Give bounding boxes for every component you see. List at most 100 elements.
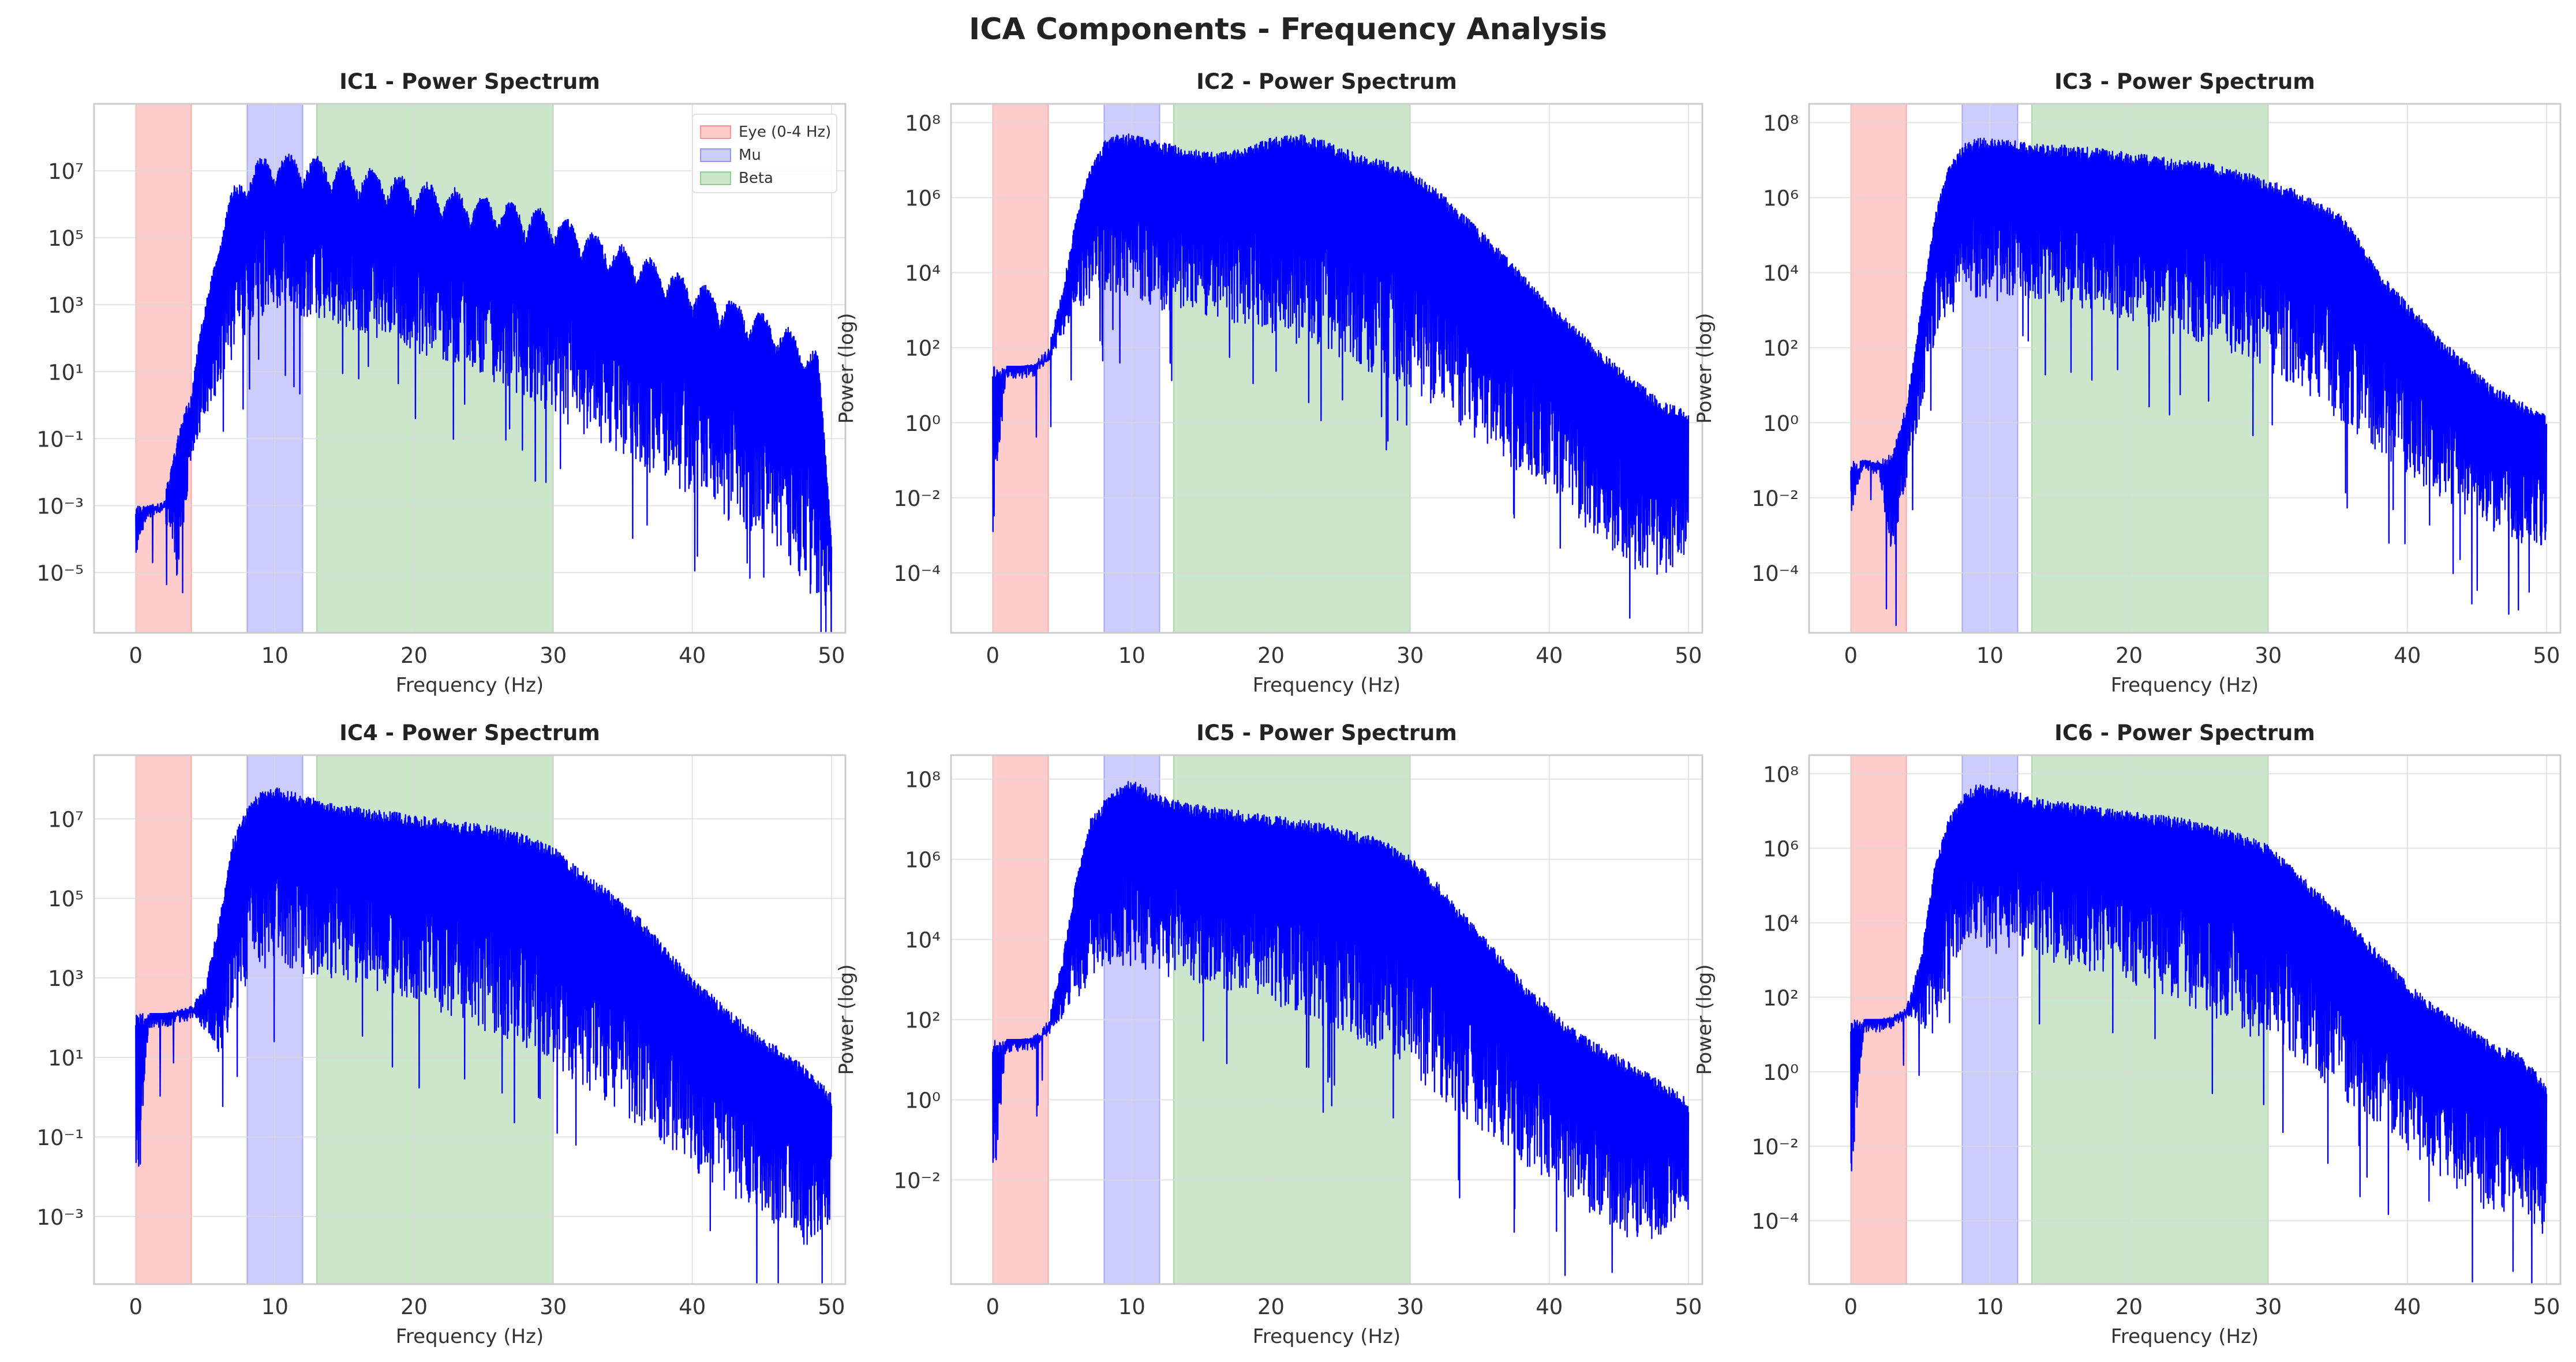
y-tick-label: 10¹ [48, 360, 84, 385]
x-axis-label: Frequency (Hz) [396, 1325, 544, 1348]
legend-swatch-eye [700, 125, 731, 139]
y-tick-label: 10⁶ [1763, 186, 1799, 211]
x-tick-label: 0 [129, 643, 143, 668]
plot-frame [950, 103, 1703, 634]
x-tick-label: 20 [2116, 643, 2143, 668]
y-tick-label: 10⁻⁴ [1752, 1209, 1799, 1234]
x-tick-label: 30 [1396, 643, 1424, 668]
x-axis-label: Frequency (Hz) [396, 674, 544, 697]
y-axis-label: Power (log) [1693, 313, 1716, 424]
plot-frame [1808, 754, 2562, 1285]
x-tick-label: 40 [1536, 643, 1563, 668]
x-axis-label: Frequency (Hz) [1253, 1325, 1401, 1348]
x-tick-label: 0 [986, 1295, 1000, 1319]
y-tick-label: 10⁰ [905, 1088, 941, 1113]
y-tick-label: 10⁻² [1752, 486, 1799, 511]
x-tick-label: 50 [2533, 643, 2560, 668]
y-tick-label: 10⁻² [894, 486, 941, 511]
y-tick-label: 10⁻² [1752, 1135, 1799, 1160]
legend-label: Mu [739, 147, 761, 164]
y-tick-label: 10⁸ [1763, 111, 1799, 136]
y-tick-label: 10² [905, 1008, 941, 1033]
x-tick-label: 50 [818, 1295, 845, 1319]
y-tick-label: 10² [1763, 336, 1799, 361]
y-tick-label: 10⁻⁵ [37, 561, 84, 586]
chart-panel-ic3: 0 10 20 30 40 50 10⁻⁴ 10⁻² 10⁰ 10² 10⁴ 10⁶ 10⁸ IC3 - … [1693, 69, 2562, 697]
spectrum-line [992, 133, 1690, 619]
panel-title: IC6 - Power Spectrum [2054, 721, 2315, 745]
y-tick-label: 10⁰ [1763, 411, 1799, 436]
y-tick-label: 10⁴ [905, 261, 941, 286]
spectrum-line [135, 153, 833, 633]
y-tick-label: 10⁶ [905, 848, 941, 873]
x-tick-label: 10 [261, 643, 289, 668]
x-tick-label: 30 [540, 1295, 567, 1319]
y-tick-label: 10¹ [48, 1046, 84, 1071]
x-tick-label: 50 [1675, 643, 1702, 668]
y-tick-label: 10⁰ [905, 411, 941, 436]
spectrum-line [1850, 137, 2548, 626]
legend-box [692, 114, 837, 193]
spectrum-line [992, 781, 1690, 1277]
legend-label: Beta [739, 170, 773, 187]
figure-title: ICA Components - Frequency Analysis [969, 12, 1607, 47]
y-axis-label: Power (log) [835, 965, 858, 1075]
x-tick-label: 40 [2394, 1295, 2421, 1319]
plot-frame [93, 103, 847, 634]
x-tick-label: 50 [1675, 1295, 1702, 1319]
x-tick-label: 30 [540, 643, 567, 668]
plot-frame [950, 754, 1703, 1285]
chart-panel-ic1: 0 10 20 30 40 50 10⁻⁵ 10⁻³ 10⁻¹ 10¹ 10³ 10⁵ 10⁷ IC1 -… [0, 69, 847, 697]
y-tick-label: 10⁵ [48, 887, 84, 911]
y-tick-label: 10⁻⁴ [1752, 561, 1799, 586]
x-tick-label: 10 [1118, 1295, 1145, 1319]
y-axis-label: Power (log) [1693, 965, 1716, 1075]
panel-title: IC4 - Power Spectrum [339, 721, 600, 745]
y-tick-label: 10⁻² [894, 1168, 941, 1193]
x-axis-label: Frequency (Hz) [2111, 674, 2259, 697]
x-tick-label: 20 [400, 643, 428, 668]
x-tick-label: 20 [1257, 1295, 1285, 1319]
chart-panel-ic6: 0 10 20 30 40 50 10⁻⁴ 10⁻² 10⁰ 10² 10⁴ 10⁶ 10⁸ IC6 - … [1693, 721, 2562, 1348]
x-tick-label: 10 [261, 1295, 289, 1319]
y-tick-label: 10⁷ [48, 807, 84, 832]
y-tick-label: 10⁸ [905, 111, 941, 136]
y-tick-label: 10⁷ [48, 159, 84, 184]
y-tick-label: 10⁵ [48, 226, 84, 251]
x-tick-label: 10 [1976, 643, 2004, 668]
x-tick-label: 0 [986, 643, 1000, 668]
x-axis-label: Frequency (Hz) [1253, 674, 1401, 697]
plot-frame [1808, 103, 2562, 634]
x-tick-label: 40 [2394, 643, 2421, 668]
y-axis-label: Power (log) [835, 313, 858, 424]
x-tick-label: 30 [2255, 643, 2282, 668]
x-tick-label: 20 [400, 1295, 428, 1319]
panel-title: IC1 - Power Spectrum [339, 69, 600, 94]
x-tick-label: 0 [1844, 643, 1858, 668]
x-tick-label: 40 [679, 1295, 706, 1319]
legend-label: Eye (0-4 Hz) [739, 123, 831, 141]
x-tick-label: 0 [129, 1295, 143, 1319]
panel-title: IC5 - Power Spectrum [1196, 721, 1457, 745]
y-tick-label: 10⁻³ [37, 1205, 84, 1230]
chart-panel-ic4: 0 10 20 30 40 50 10⁻³ 10⁻¹ 10¹ 10³ 10⁵ 10⁷ IC4 - Pow… [0, 721, 847, 1348]
y-tick-label: 10⁻³ [37, 494, 84, 519]
spectrum-line [1850, 784, 2548, 1284]
x-tick-label: 20 [1257, 643, 1285, 668]
chart-panel-ic2: 0 10 20 30 40 50 10⁻⁴ 10⁻² 10⁰ 10² 10⁴ 10⁶ 10⁸ IC2 - … [835, 69, 1703, 697]
y-tick-label: 10⁸ [905, 768, 941, 793]
chart-panel-ic5: 0 10 20 30 40 50 10⁻² 10⁰ 10² 10⁴ 10⁶ 10⁸ IC5 - Powe… [835, 721, 1703, 1348]
spectrum-line [135, 787, 833, 1284]
legend-swatch-mu [700, 148, 731, 162]
y-axis-label: Power (log) [0, 965, 1, 1075]
y-tick-label: 10⁻¹ [37, 1125, 84, 1150]
y-tick-label: 10² [1763, 986, 1799, 1011]
panel-title: IC2 - Power Spectrum [1196, 69, 1457, 94]
x-tick-label: 40 [679, 643, 706, 668]
x-tick-label: 20 [2116, 1295, 2143, 1319]
y-tick-label: 10⁰ [1763, 1060, 1799, 1085]
y-tick-label: 10⁻¹ [37, 427, 84, 452]
x-tick-label: 10 [1976, 1295, 2004, 1319]
legend: Eye (0-4 Hz) Mu Beta [692, 114, 837, 193]
